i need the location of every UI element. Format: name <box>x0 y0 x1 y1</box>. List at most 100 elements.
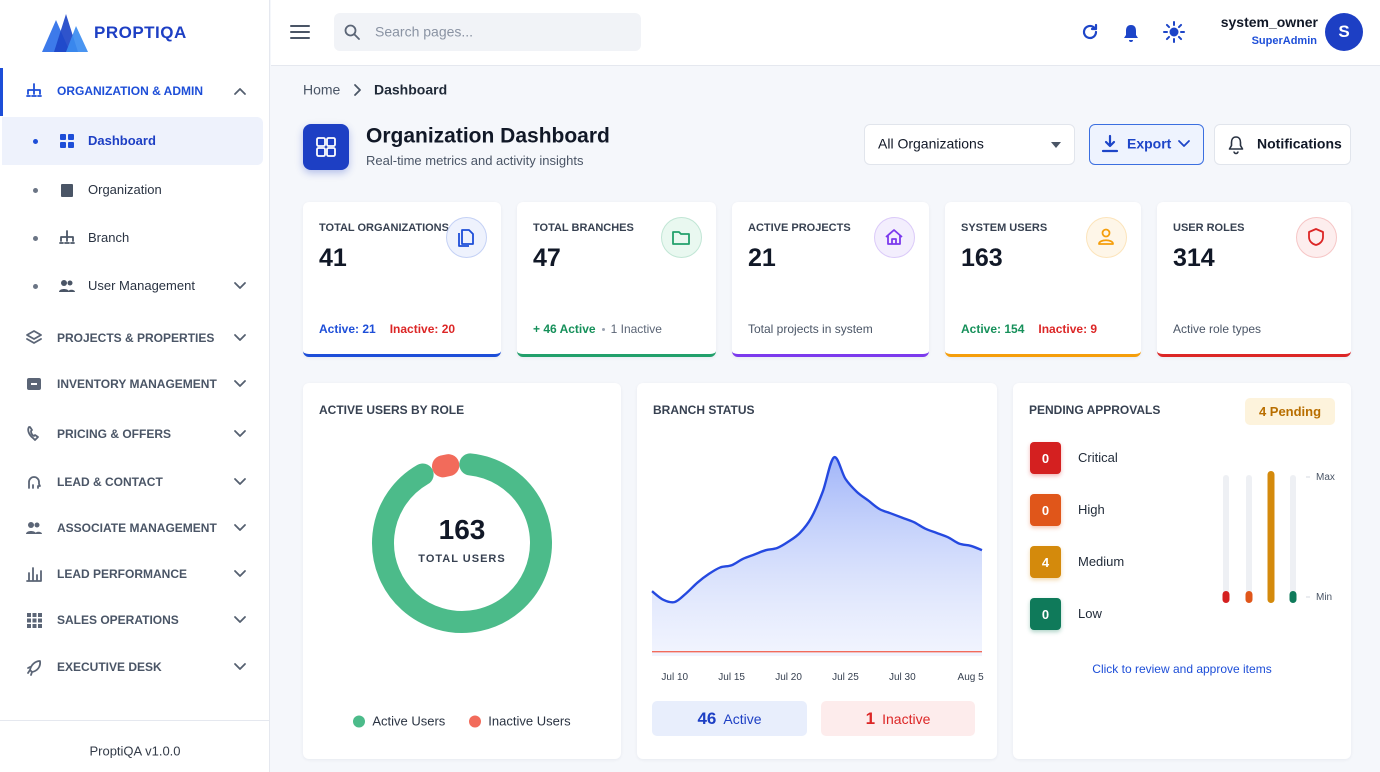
stat-label: TOTAL BRANCHES <box>533 222 634 234</box>
nav-item-label: Dashboard <box>88 133 156 149</box>
stat-icon-badge <box>661 217 702 258</box>
nav-section-label: PROJECTS & PROPERTIES <box>57 330 215 345</box>
nav-section-label: ORGANIZATION & ADMIN <box>57 83 203 98</box>
icon-shape <box>234 282 246 289</box>
x-tick-label: Jul 10 <box>661 672 688 683</box>
brand-name: PROPTIQA <box>94 22 187 42</box>
chevron-icon[interactable] <box>353 83 363 97</box>
chevron-icon[interactable] <box>233 569 247 579</box>
area-fill <box>652 457 982 656</box>
status-count: 46 <box>697 708 717 728</box>
nav-item[interactable] <box>2 117 263 165</box>
chevron-icon[interactable] <box>233 86 247 96</box>
chevron-icon[interactable] <box>233 429 247 439</box>
stat-details: Active: 154 Inactive: 9 <box>961 322 1097 336</box>
priority-count: 4 <box>1030 546 1061 578</box>
notifications-label: Notifications <box>1257 135 1342 152</box>
nav-section-label: EXECUTIVE DESK <box>57 659 162 674</box>
notifications-button[interactable] <box>1214 124 1351 165</box>
legend-swatch <box>353 715 366 727</box>
icon-shape <box>32 618 37 623</box>
chevron-icon[interactable] <box>233 333 247 343</box>
icon-shape <box>32 613 37 617</box>
dropdown-caret <box>1051 142 1061 148</box>
bar <box>1245 591 1253 603</box>
priority-label: Low <box>1078 606 1102 622</box>
icon-shape <box>68 142 74 148</box>
chevron-icon[interactable] <box>233 523 247 533</box>
nav-item[interactable] <box>2 214 263 262</box>
stat-icon-badge <box>1296 217 1337 258</box>
icon-shape <box>1308 228 1324 246</box>
nav-item-icon <box>60 134 74 148</box>
nav-item-label: User Management <box>88 278 195 294</box>
active-section-indicator <box>0 68 3 116</box>
icon-shape <box>1165 23 1171 29</box>
menu-button[interactable] <box>290 23 310 41</box>
icon-shape <box>60 134 66 140</box>
chevron-icon[interactable] <box>233 379 247 389</box>
icon-shape <box>1177 23 1183 29</box>
icon-shape <box>344 24 357 37</box>
chevron-icon[interactable] <box>233 615 247 625</box>
stat-label: TOTAL ORGANIZATIONS <box>319 222 449 234</box>
status-label: Inactive <box>882 710 931 727</box>
separator-dot <box>601 327 605 331</box>
bar <box>1222 591 1230 603</box>
icon-shape <box>1165 35 1171 41</box>
stat-icon <box>1098 228 1114 245</box>
status-label: Active <box>723 710 762 727</box>
user-avatar[interactable]: S <box>1325 13 1363 51</box>
breadcrumb-link[interactable]: Home <box>303 81 341 98</box>
icon-shape <box>38 624 42 628</box>
icon-shape <box>234 570 246 577</box>
app-version: ProptiQA v1.0.0 <box>89 743 181 759</box>
nav-bullet <box>33 188 38 193</box>
user-role: SuperAdmin <box>1251 35 1317 47</box>
priority-count: 0 <box>1030 598 1061 630</box>
priority-label: Medium <box>1078 554 1125 570</box>
refresh-button[interactable] <box>1080 22 1100 42</box>
brand-logo <box>42 14 88 52</box>
priority-label: High <box>1078 502 1105 518</box>
chevron-icon[interactable] <box>1177 139 1191 149</box>
status-count: 1 <box>865 708 876 728</box>
nav-bullet <box>33 139 38 144</box>
stat-icon-badge <box>446 217 487 258</box>
search-box[interactable] <box>334 13 641 51</box>
icon-shape <box>354 84 361 96</box>
icon-shape <box>885 229 903 245</box>
theme-toggle[interactable] <box>1163 21 1185 43</box>
icon-shape <box>672 231 690 245</box>
chart-card <box>303 383 621 759</box>
export-label: Export <box>1127 135 1172 152</box>
icon-shape <box>234 616 246 623</box>
stat-value: 41 <box>319 244 347 272</box>
alerts-button[interactable] <box>1122 23 1140 43</box>
icon-shape <box>59 289 75 292</box>
chevron-icon[interactable] <box>233 662 247 672</box>
stat-detail: Active: 21 <box>319 322 376 336</box>
icon-shape <box>1051 142 1061 148</box>
icon-shape <box>1178 140 1190 147</box>
chevron-icon[interactable] <box>233 281 247 291</box>
stat-detail: Total projects in system <box>748 322 873 336</box>
stat-detail: Active: 154 <box>961 322 1025 336</box>
stat-icon <box>458 229 474 247</box>
x-tick-label: Jul 30 <box>889 672 916 683</box>
nav-section-label: ASSOCIATE MANAGEMENT <box>57 520 217 535</box>
nav-bullet <box>33 236 38 241</box>
icon-shape <box>31 383 37 385</box>
chevron-icon[interactable] <box>233 477 247 487</box>
icon-shape <box>1228 136 1244 155</box>
icon-shape <box>234 88 246 95</box>
nav-section-label: SALES OPERATIONS <box>57 612 179 627</box>
stat-label: USER ROLES <box>1173 222 1245 234</box>
logo-shape <box>66 26 88 52</box>
notifications-icon <box>1228 136 1244 155</box>
icon-shape <box>61 280 67 286</box>
icon-shape <box>458 229 474 247</box>
organization-filter[interactable] <box>864 124 1075 165</box>
header-icon <box>303 124 349 170</box>
review-link[interactable]: Click to review and approve items <box>1092 662 1272 676</box>
